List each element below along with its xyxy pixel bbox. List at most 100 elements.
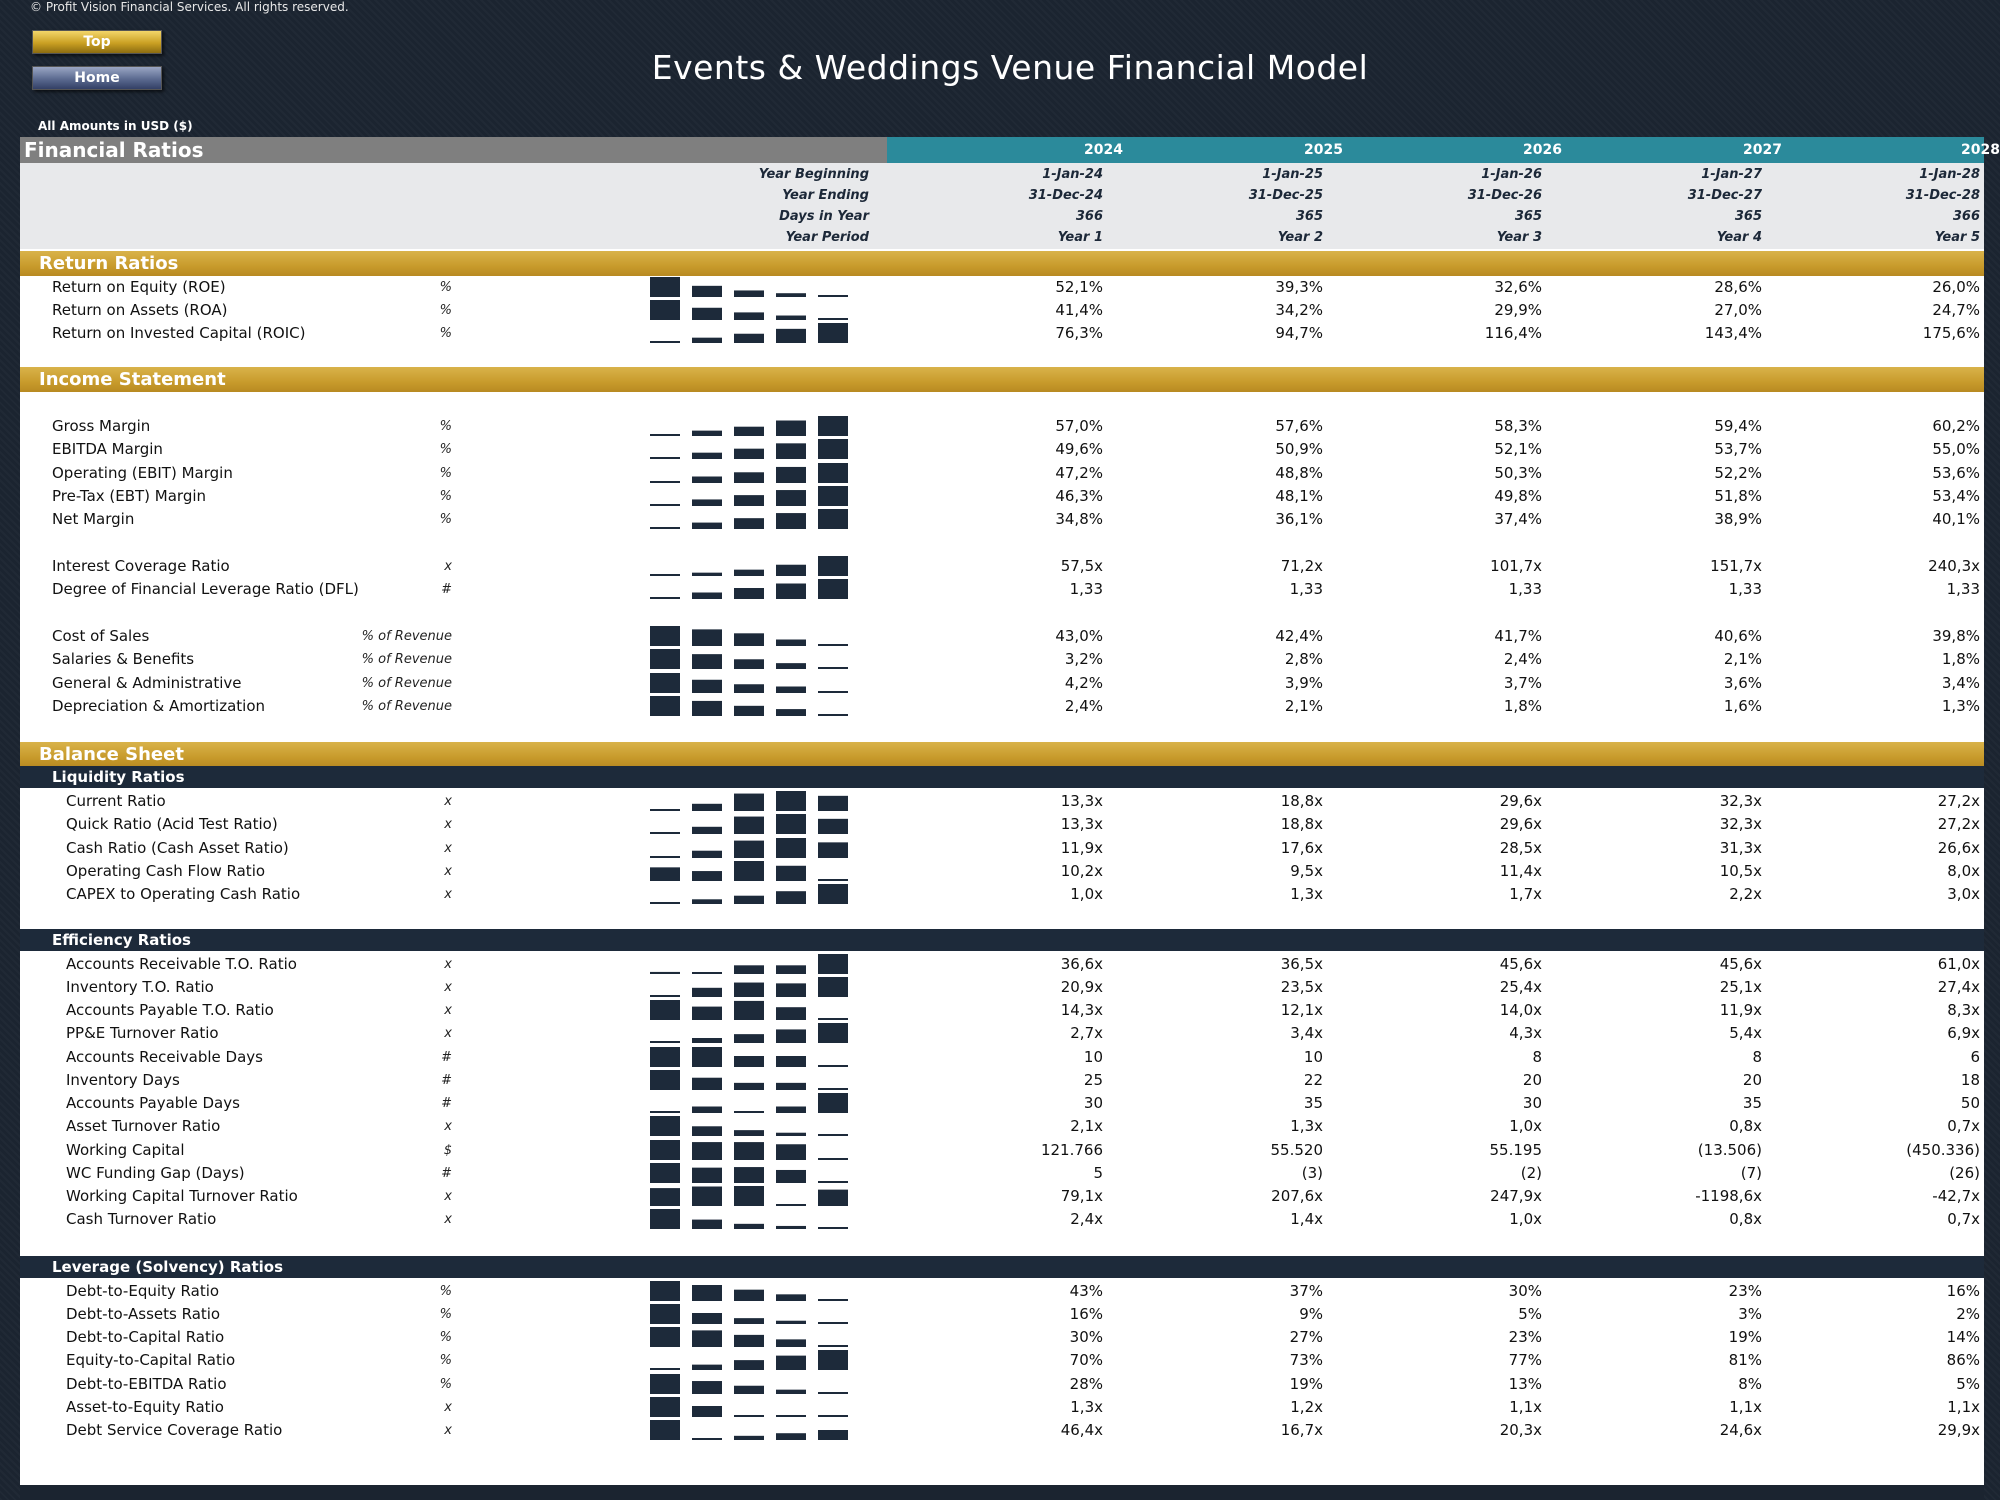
sparkline-bar (776, 1225, 806, 1229)
ratio-unit: % of Revenue (361, 652, 452, 667)
sparkline-bar (734, 1289, 764, 1301)
sparkline-bar (650, 300, 680, 320)
ratio-value: 24,6x (1719, 1421, 1762, 1439)
ratio-value: 45,6x (1719, 955, 1762, 973)
sparkline-bar (776, 891, 806, 904)
sparkline-bar (734, 705, 764, 716)
ratio-row: Working Capital $121.766 55.520 55.195 (13.5… (20, 1139, 1984, 1162)
sparkline-bar (692, 1006, 722, 1020)
ratio-sparkline (650, 439, 848, 459)
ratio-value: 86% (1946, 1351, 1980, 1369)
sparkline-bar (818, 463, 848, 483)
ratio-value: 116,4% (1484, 324, 1542, 342)
sparkline-bar (734, 333, 764, 343)
ratio-sparkline (650, 1420, 848, 1440)
sparkline-bar (818, 795, 848, 811)
ratio-value: 207,6x (1271, 1187, 1323, 1205)
ratio-value: 121.766 (1040, 1141, 1103, 1159)
ratio-value: 36,6x (1060, 955, 1103, 973)
ratio-value: 10 (1083, 1048, 1103, 1066)
ratio-unit: % (439, 1330, 452, 1345)
sparkline-bar (776, 865, 806, 881)
sparkline-bar (818, 1345, 848, 1347)
subsection-header: Efficiency Ratios (20, 929, 1984, 951)
ratio-value: 23,5x (1280, 978, 1323, 996)
ratio-sparkline (650, 579, 848, 599)
ratio-sparkline (650, 1186, 848, 1206)
ratio-value: 2,7x (1070, 1024, 1103, 1042)
sparkline-bar (692, 1077, 722, 1090)
ratio-unit: % (439, 466, 452, 481)
ratio-row: Pre-Tax (EBT) Margin% 46,3% 48,1% 49,8% 51,8… (20, 485, 1984, 508)
sparkline-bar (818, 509, 848, 529)
sparkline-bar (692, 1406, 722, 1417)
ratio-value: 39,3% (1275, 278, 1323, 296)
top-button[interactable]: Top (32, 30, 162, 54)
ratio-value: 1,3% (1941, 697, 1980, 715)
ratio-row: EBITDA Margin% 49,6% 50,9% 52,1% 53,7% 55,0% (20, 438, 1984, 461)
sparkline-bar (776, 293, 806, 297)
sparkline-bar (734, 1142, 764, 1160)
ratio-value: 1,3x (1290, 1117, 1323, 1135)
period-row: Days in Year 366 365 365 365 366 (20, 206, 1984, 227)
ratio-value: 20 (1522, 1071, 1542, 1089)
sparkline-bar (734, 518, 764, 529)
sparkline-bar (818, 295, 848, 297)
ratio-row: Debt-to-Capital Ratio% 30% 27% 23% 19% 14% (20, 1326, 1984, 1349)
sparkline-bar (650, 434, 680, 436)
ratio-value: 1,8% (1941, 650, 1980, 668)
ratio-unit: x (444, 1400, 452, 1415)
sparkline-bar (650, 1111, 680, 1113)
sparkline-bar (650, 1000, 680, 1020)
sparkline-bar (692, 850, 722, 858)
ratio-unit: % (439, 442, 452, 457)
sparkline-bar (650, 1209, 680, 1229)
ratio-unit: x (444, 1212, 452, 1227)
ratio-value: 19% (1728, 1328, 1762, 1346)
ratio-value: 1,3x (1070, 1398, 1103, 1416)
sparkline-bar (734, 1000, 764, 1020)
sparkline-bar (818, 1023, 848, 1043)
sparkline-bar (692, 522, 722, 529)
ratio-value: 30 (1522, 1094, 1542, 1112)
ratio-value: 0,7x (1947, 1117, 1980, 1135)
sparkline-bar (650, 1327, 680, 1347)
ratio-value: 1,1x (1509, 1398, 1542, 1416)
ratio-label: Return on Assets (ROA) (52, 301, 228, 319)
ratio-label: Pre-Tax (EBT) Margin (52, 487, 207, 505)
ratio-value: 151,7x (1710, 557, 1762, 575)
ratio-label: Debt Service Coverage Ratio (66, 1421, 283, 1439)
ratio-value: 26,6x (1937, 839, 1980, 857)
ratio-value: 57,6% (1275, 417, 1323, 435)
sparkline-bar (692, 1167, 722, 1183)
ratio-value: 46,4x (1060, 1421, 1103, 1439)
ratio-row: Equity-to-Capital Ratio% 70% 73% 77% 81% 86% (20, 1349, 1984, 1372)
sparkline-bar (692, 476, 722, 483)
sparkline-bar (818, 486, 848, 506)
sparkline-bar (818, 644, 848, 646)
ratio-value: 3,7% (1503, 674, 1542, 692)
ratio-value: 60,2% (1932, 417, 1980, 435)
ratio-sparkline (650, 861, 848, 881)
sparkline-bar (818, 1065, 848, 1067)
ratio-label: WC Funding Gap (Days) (66, 1164, 245, 1182)
sparkline-bar (776, 1204, 806, 1206)
period-value: Year 1 (1057, 230, 1103, 245)
sparkline-bar (734, 495, 764, 506)
ratio-value: 3,9% (1284, 674, 1323, 692)
ratio-value: 26,0% (1932, 278, 1980, 296)
period-value: 1-Jan-27 (1701, 167, 1762, 182)
sparkline-bar (734, 1186, 764, 1206)
sparkline-bar (818, 1088, 848, 1090)
home-button[interactable]: Home (32, 66, 162, 90)
ratio-value: 143,4% (1704, 324, 1762, 342)
ratio-label: Debt-to-Equity Ratio (66, 1282, 220, 1300)
sparkline-bar (734, 1334, 764, 1347)
ratio-value: 18 (1960, 1071, 1980, 1089)
ratio-unit: x (444, 887, 452, 902)
sparkline-bar (692, 1438, 722, 1440)
period-value: Year 5 (1934, 230, 1980, 245)
period-value: Year 3 (1496, 230, 1542, 245)
ratio-value: 20,9x (1060, 978, 1103, 996)
sparkline-bar (776, 1082, 806, 1090)
